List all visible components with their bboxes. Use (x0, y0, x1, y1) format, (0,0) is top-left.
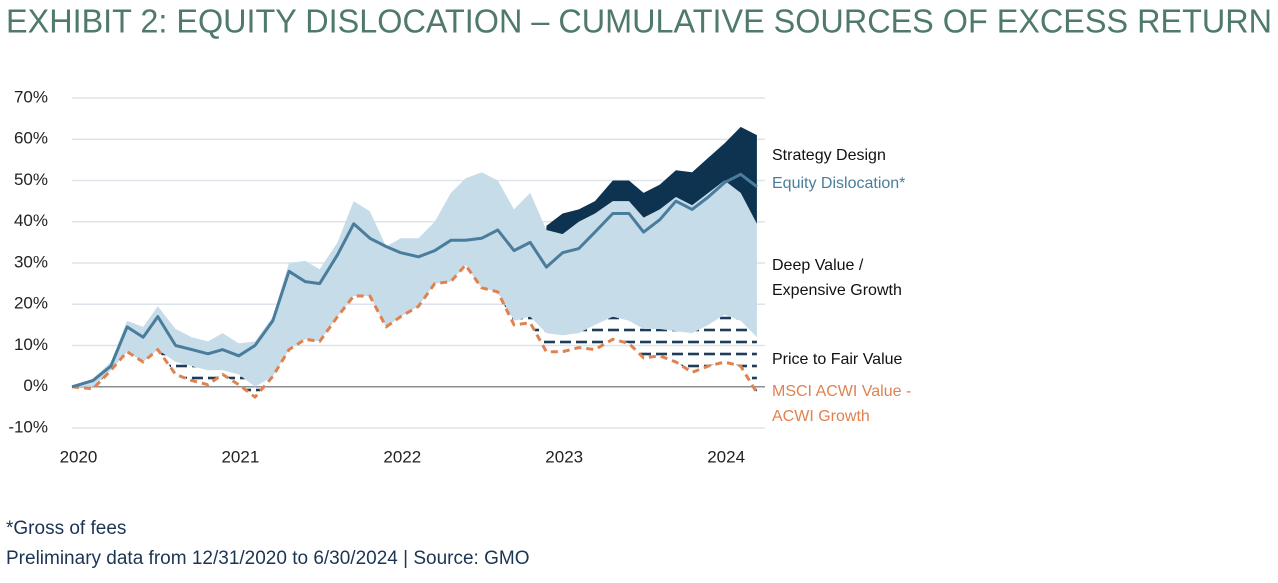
x-tick-label: 2020 (60, 447, 98, 466)
y-tick-label: 0% (23, 376, 48, 395)
line (71, 263, 759, 399)
y-tick-label: 50% (14, 170, 48, 189)
band-area (72, 265, 757, 398)
legend-label: Deep Value / Expensive Growth (772, 257, 902, 299)
band-area (546, 126, 757, 235)
chart-title: EXHIBIT 2: EQUITY DISLOCATION – CUMULATI… (6, 3, 1272, 40)
x-tick-label: 2024 (707, 447, 745, 466)
x-tick-label: 2022 (383, 447, 421, 466)
y-tick-label: 40% (14, 211, 48, 230)
legend-label: MSCI ACWI Value - ACWI Growth (772, 383, 912, 425)
y-tick-label: 30% (14, 252, 48, 271)
source: Preliminary data from 12/31/2020 to 6/30… (6, 548, 530, 569)
legend-label: Price to Fair Value (772, 351, 903, 368)
y-tick-label: -10% (8, 417, 48, 436)
y-tick-label: 60% (14, 129, 48, 148)
y-tick-label: 20% (14, 294, 48, 313)
band-area (72, 172, 757, 387)
line (71, 172, 758, 389)
footnote: *Gross of fees (6, 518, 127, 539)
x-tick-label: 2023 (545, 447, 583, 466)
legend-label: Equity Dislocation* (772, 175, 906, 192)
legend-label: Strategy Design (772, 147, 886, 164)
x-tick-label: 2021 (221, 447, 259, 466)
y-tick-label: 10% (14, 335, 48, 354)
y-tick-label: 70% (14, 87, 48, 106)
